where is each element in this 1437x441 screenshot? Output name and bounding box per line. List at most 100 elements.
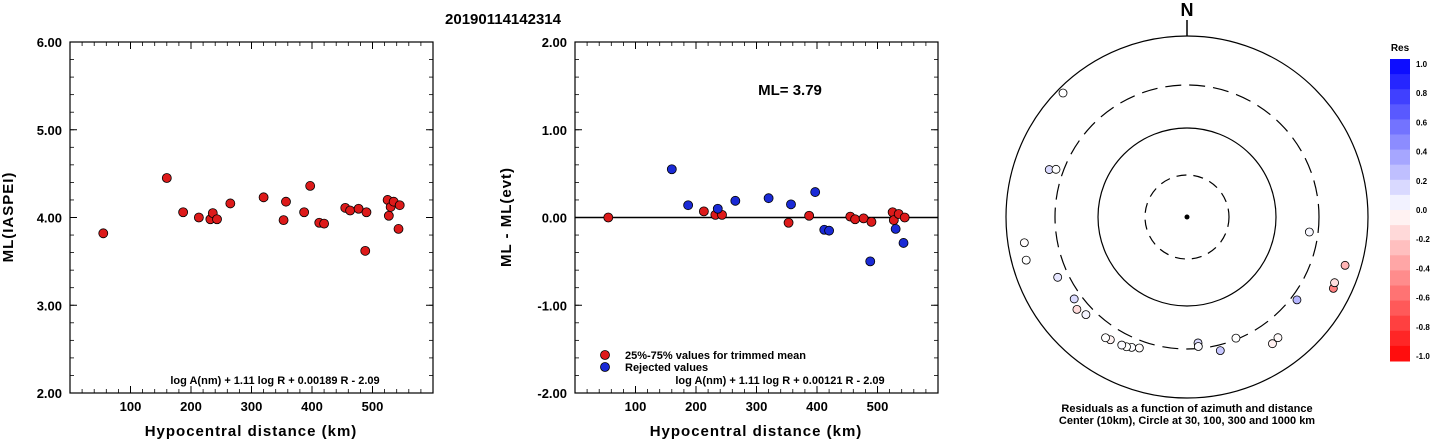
station-marker: [1304, 227, 1314, 237]
station-marker: [1117, 340, 1127, 350]
colorbar-label: -1.0: [1416, 352, 1430, 361]
legend-marker-accepted: [600, 350, 610, 360]
formula-text: log A(nm) + 1.11 log R + 0.00121 R - 2.0…: [675, 375, 884, 387]
colorbar-label: -0.8: [1416, 323, 1430, 332]
station-points: [1019, 88, 1350, 355]
data-point: [698, 206, 709, 217]
colorbar-title: Res: [1391, 43, 1410, 54]
y-tick-label: 4.00: [37, 211, 62, 226]
y-tick-label: 5.00: [37, 123, 62, 138]
data-point: [281, 196, 291, 207]
ring-1000km: [1005, 35, 1369, 399]
y-tick-label: 6.00: [37, 35, 62, 50]
data-points: [98, 173, 405, 256]
station-marker: [1051, 164, 1061, 174]
x-tick-label: 200: [180, 399, 202, 414]
colorbar-label: -0.6: [1416, 294, 1430, 303]
station-marker: [1273, 333, 1283, 343]
colorbar-label: 0.6: [1416, 118, 1428, 127]
caption-line-2: Center (10km), Circle at 30, 100, 300 an…: [1059, 415, 1315, 427]
data-point: [305, 181, 316, 191]
station-marker: [1069, 294, 1079, 304]
data-point: [178, 207, 189, 218]
y-tick-label: -2.00: [537, 386, 567, 401]
data-point: [898, 238, 909, 248]
x-tick-labels: 100 200 300 400 500: [120, 399, 384, 414]
data-points: [603, 164, 910, 267]
colorbar-labels: 1.0 0.8 0.6 0.4 0.2 0.0 -0.2 -0.4 -0.6 -0.8 -1.0: [1416, 60, 1430, 361]
data-point: [824, 225, 834, 236]
y-tick-label: 2.00: [542, 35, 567, 50]
legend-label-rejected: Rejected values: [625, 362, 708, 374]
data-point: [865, 256, 876, 267]
colorbar-swatch: [1390, 149, 1410, 166]
tick-marks: [69, 41, 434, 394]
colorbar-swatch: [1390, 210, 1410, 226]
data-point: [299, 207, 310, 218]
x-tick-label: 500: [867, 399, 889, 414]
station-marker: [1101, 333, 1110, 343]
x-tick-label: 100: [625, 399, 647, 414]
y-tick-label: -1.00: [537, 298, 567, 313]
colorbar-label: 0.4: [1416, 148, 1428, 157]
y-tick-labels: 2.00 3.00 4.00 5.00 6.00: [37, 35, 62, 401]
data-point: [278, 215, 289, 226]
station-marker: [1072, 304, 1082, 314]
north-label: N: [1181, 0, 1194, 20]
colorbar-swatch: [1390, 134, 1410, 151]
x-axis-label: Hypocentral distance (km): [145, 423, 358, 440]
x-axis-label: Hypocentral distance (km): [650, 423, 863, 440]
x-tick-label: 100: [120, 399, 142, 414]
colorbar-swatch: [1390, 300, 1410, 317]
data-point: [360, 245, 371, 256]
colorbar-label: 1.0: [1416, 60, 1428, 69]
polar-residual-panel: N Residuals as a function of azimuth and…: [1005, 0, 1430, 427]
ml-residual-panel: -2.00 -1.00 0.00 1.00 2.00 100 200 300 400 500 M…: [498, 35, 939, 440]
data-point: [730, 195, 741, 206]
colorbar-swatch: [1390, 119, 1410, 135]
data-point: [899, 212, 910, 223]
data-point: [866, 216, 877, 227]
station-marker: [1215, 346, 1225, 355]
colorbar-swatch: [1390, 164, 1410, 181]
data-point: [345, 205, 356, 216]
data-point: [193, 212, 204, 223]
data-point: [783, 217, 794, 228]
data-point: [804, 210, 815, 221]
colorbar-swatch: [1390, 285, 1410, 302]
station-marker: [1268, 339, 1277, 349]
station-marker: [1053, 272, 1063, 282]
data-point: [161, 173, 172, 183]
ml-iaspei-panel: 2.00 3.00 4.00 5.00 6.00 100 200 300 400 500 log…: [0, 35, 434, 440]
colorbar-swatch: [1390, 240, 1410, 256]
legend: 25%-75% values for trimmed mean Rejected…: [600, 350, 806, 374]
station-marker: [1231, 333, 1241, 343]
x-tick-label: 300: [746, 399, 768, 414]
y-tick-label: 1.00: [542, 123, 567, 138]
data-point: [763, 193, 774, 204]
data-point: [850, 214, 861, 225]
y-tick-labels: -2.00 -1.00 0.00 1.00 2.00: [537, 35, 567, 401]
station-marker: [1292, 295, 1302, 305]
x-tick-label: 300: [241, 399, 263, 414]
data-point: [393, 224, 404, 234]
y-axis-label: ML(IASPEI): [0, 172, 17, 263]
colorbar-label: -0.2: [1416, 235, 1430, 244]
colorbar-swatch: [1390, 194, 1410, 211]
x-tick-label: 400: [301, 399, 323, 414]
ml-annotation: ML= 3.79: [758, 82, 822, 99]
ring-30km: [1144, 174, 1230, 260]
x-tick-label: 400: [806, 399, 828, 414]
data-point: [319, 218, 330, 229]
caption-line-1: Residuals as a function of azimuth and d…: [1061, 403, 1312, 415]
data-point: [666, 164, 677, 175]
colorbar-swatch: [1390, 89, 1410, 105]
colorbar-swatch: [1390, 179, 1410, 196]
data-point: [603, 212, 614, 223]
colorbar-label: 0.0: [1416, 206, 1428, 215]
data-point: [383, 210, 394, 221]
data-point: [361, 207, 372, 218]
x-tick-label: 200: [685, 399, 707, 414]
data-point: [98, 228, 109, 239]
